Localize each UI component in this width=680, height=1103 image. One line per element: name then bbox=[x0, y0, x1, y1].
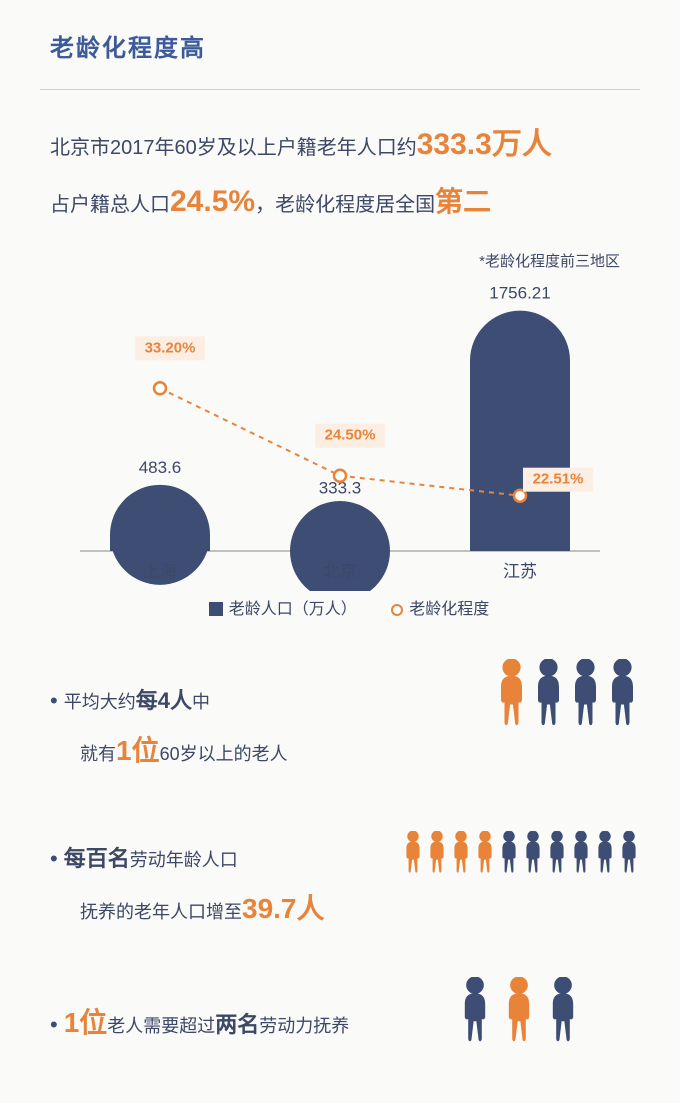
fact-3-icons bbox=[458, 977, 580, 1050]
f2-orange: 39.7人 bbox=[242, 893, 325, 924]
person-icon bbox=[568, 659, 603, 734]
person-icon bbox=[570, 831, 592, 875]
svg-text:北京: 北京 bbox=[323, 562, 357, 581]
person-icon bbox=[502, 977, 536, 1045]
f3-bold: 两名 bbox=[215, 1012, 259, 1037]
svg-text:上海: 上海 bbox=[143, 562, 177, 581]
svg-text:24.50%: 24.50% bbox=[325, 427, 376, 444]
person-icon bbox=[546, 831, 568, 880]
f2-post: 劳动年龄人口 bbox=[130, 850, 238, 870]
person-icon bbox=[546, 977, 580, 1050]
person-icon bbox=[594, 831, 616, 875]
intro-l1-big: 333.3万人 bbox=[417, 128, 552, 161]
person-icon bbox=[450, 831, 472, 875]
person-icon bbox=[568, 659, 603, 729]
intro-text: 北京市2017年60岁及以上户籍老年人口约333.3万人 占户籍总人口24.5%… bbox=[0, 90, 680, 230]
person-icon bbox=[426, 831, 448, 875]
f1-p2pre: 就有 bbox=[80, 744, 116, 764]
person-icon bbox=[531, 659, 566, 729]
person-icon bbox=[502, 977, 536, 1050]
person-icon bbox=[458, 977, 492, 1045]
chart-note: *老龄化程度前三地区 bbox=[0, 230, 680, 271]
svg-text:33.20%: 33.20% bbox=[145, 339, 196, 356]
f2-p2pre: 抚养的老年人口增至 bbox=[80, 902, 242, 922]
person-icon bbox=[498, 831, 520, 875]
intro-l2-pre: 占户籍总人口 bbox=[50, 194, 170, 216]
person-icon bbox=[522, 831, 544, 875]
fact-3: •1位老人需要超过两名劳动力抚养 bbox=[50, 995, 630, 1079]
person-icon bbox=[494, 659, 529, 729]
f3-orange: 1位 bbox=[64, 1007, 108, 1038]
legend-bar-label: 老龄人口（万人） bbox=[229, 601, 357, 618]
header: 老龄化程度高 bbox=[0, 0, 680, 73]
person-icon bbox=[531, 659, 566, 734]
f3-mid: 老人需要超过 bbox=[107, 1016, 215, 1036]
person-icon bbox=[605, 659, 640, 734]
page-title: 老龄化程度高 bbox=[50, 28, 630, 63]
f1-pre: 平均大约 bbox=[64, 692, 136, 712]
fact-1: •平均大约每4人中 就有1位60岁以上的老人 bbox=[50, 679, 630, 779]
person-icon bbox=[450, 831, 472, 880]
f1-orange: 1位 bbox=[116, 735, 160, 766]
svg-text:483.6: 483.6 bbox=[139, 458, 182, 477]
legend-line-label: 老龄化程度 bbox=[409, 601, 489, 618]
person-icon bbox=[594, 831, 616, 880]
person-icon bbox=[426, 831, 448, 880]
f1-bold: 每4人 bbox=[136, 688, 192, 713]
intro-l2-big: 24.5% bbox=[170, 185, 255, 218]
svg-text:1756.21: 1756.21 bbox=[489, 284, 550, 303]
chart-svg: 483.6上海333.3北京1756.21江苏33.20%24.50%22.51… bbox=[40, 271, 640, 591]
svg-text:江苏: 江苏 bbox=[503, 562, 537, 581]
facts-section: •平均大约每4人中 就有1位60岁以上的老人 •每百名劳动年龄人口 抚养的老年人… bbox=[0, 619, 680, 1079]
fact-1-icons bbox=[494, 659, 640, 734]
legend-line-swatch bbox=[391, 604, 403, 616]
f2-bold: 每百名 bbox=[64, 846, 130, 871]
person-icon bbox=[618, 831, 640, 875]
person-icon bbox=[402, 831, 424, 875]
svg-text:22.51%: 22.51% bbox=[533, 471, 584, 488]
fact-2: •每百名劳动年龄人口 抚养的老年人口增至39.7人 bbox=[50, 837, 630, 937]
person-icon bbox=[618, 831, 640, 880]
f1-post: 中 bbox=[192, 692, 210, 712]
person-icon bbox=[546, 831, 568, 875]
person-icon bbox=[522, 831, 544, 880]
aging-chart: 483.6上海333.3北京1756.21江苏33.20%24.50%22.51… bbox=[40, 271, 640, 591]
f1-p2post: 60岁以上的老人 bbox=[160, 744, 288, 764]
chart-legend: 老龄人口（万人） 老龄化程度 bbox=[0, 591, 680, 619]
person-icon bbox=[605, 659, 640, 729]
intro-l1-pre: 北京市2017年60岁及以上户籍老年人口约 bbox=[50, 137, 417, 159]
intro-l2-end: 第二 bbox=[435, 186, 491, 217]
person-icon bbox=[402, 831, 424, 880]
person-icon bbox=[570, 831, 592, 880]
intro-l2-mid: ，老龄化程度居全国 bbox=[255, 194, 435, 216]
person-icon bbox=[498, 831, 520, 880]
person-icon bbox=[474, 831, 496, 875]
legend-bar-swatch bbox=[209, 602, 223, 616]
person-icon bbox=[546, 977, 580, 1045]
person-icon bbox=[458, 977, 492, 1050]
person-icon bbox=[494, 659, 529, 734]
fact-2-icons bbox=[402, 831, 640, 880]
f3-post: 劳动力抚养 bbox=[259, 1016, 349, 1036]
person-icon bbox=[474, 831, 496, 880]
